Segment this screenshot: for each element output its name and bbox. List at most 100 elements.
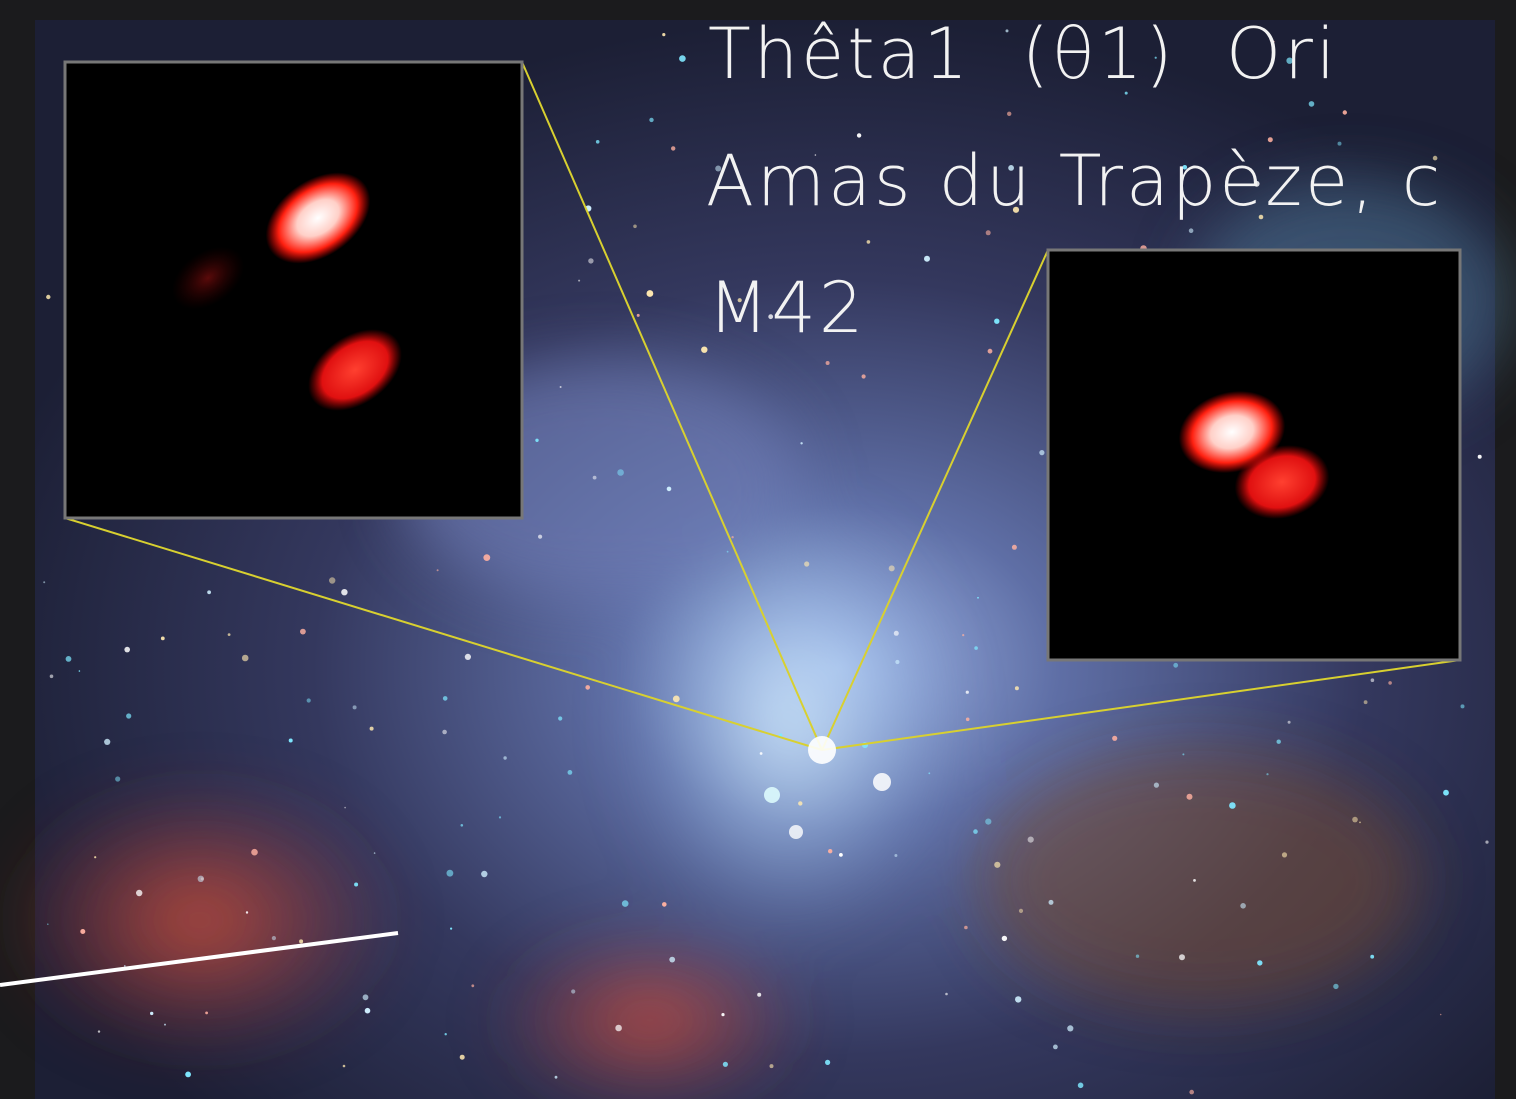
star	[43, 581, 45, 583]
star	[757, 993, 761, 997]
star	[460, 1055, 465, 1060]
star	[443, 696, 448, 701]
star	[365, 1008, 371, 1014]
star	[535, 439, 538, 442]
star	[499, 816, 501, 818]
star	[1173, 663, 1178, 668]
star	[593, 476, 597, 480]
star	[588, 258, 593, 263]
star	[205, 1012, 208, 1015]
star	[150, 1012, 153, 1015]
star	[560, 386, 562, 388]
star	[66, 656, 72, 662]
star	[207, 590, 211, 594]
star	[1015, 686, 1019, 690]
star	[637, 314, 640, 317]
star	[617, 469, 624, 476]
star	[974, 646, 978, 650]
star	[1189, 1090, 1194, 1095]
star	[164, 1024, 166, 1026]
star	[354, 883, 358, 887]
star	[633, 225, 637, 229]
star	[1277, 740, 1281, 744]
star	[1015, 996, 1021, 1002]
star	[966, 718, 970, 722]
star	[1028, 837, 1034, 843]
star	[662, 33, 665, 36]
star	[1257, 960, 1262, 965]
star	[964, 926, 968, 930]
star	[47, 923, 49, 925]
star	[272, 936, 276, 940]
star	[481, 871, 487, 877]
heading-line: Amas du Trapèze, c	[706, 140, 1443, 222]
star	[647, 290, 654, 297]
star	[731, 536, 733, 538]
star	[873, 773, 891, 791]
inset-right	[1048, 250, 1460, 660]
star	[667, 487, 672, 492]
star	[568, 770, 573, 775]
star	[1443, 790, 1449, 796]
star	[671, 146, 675, 150]
star	[1282, 852, 1287, 857]
star	[1343, 110, 1347, 114]
star	[370, 727, 374, 731]
star	[825, 1060, 830, 1065]
star	[115, 776, 120, 781]
star	[826, 361, 830, 365]
star	[764, 787, 780, 803]
star	[104, 739, 110, 745]
star	[973, 829, 978, 834]
star	[578, 280, 580, 282]
star	[894, 631, 899, 636]
star	[669, 957, 675, 963]
star	[289, 739, 293, 743]
slide: Thêta1 (θ1) Ori Amas du Trapèze, c M42	[0, 0, 1516, 1099]
star	[307, 698, 311, 702]
star	[977, 597, 979, 599]
star	[798, 801, 802, 805]
star	[341, 589, 347, 595]
star	[447, 870, 454, 877]
star	[596, 140, 600, 144]
star	[353, 705, 357, 709]
star	[1478, 455, 1482, 459]
star	[246, 911, 248, 913]
star	[839, 853, 843, 857]
star	[1461, 704, 1465, 708]
star	[679, 55, 686, 62]
star	[1187, 794, 1193, 800]
star	[1288, 721, 1291, 724]
star	[1364, 700, 1368, 704]
star	[760, 752, 763, 755]
star	[300, 629, 306, 635]
star	[1266, 773, 1268, 775]
star	[442, 730, 447, 735]
star	[1179, 954, 1185, 960]
star	[483, 554, 490, 561]
star	[1012, 545, 1017, 550]
star	[555, 1076, 558, 1079]
star	[558, 716, 562, 720]
star	[928, 772, 930, 774]
star	[789, 825, 803, 839]
star	[701, 347, 707, 353]
star	[1388, 681, 1392, 685]
star	[828, 849, 832, 853]
star	[50, 675, 54, 679]
star	[1007, 112, 1011, 116]
star	[251, 849, 258, 856]
star	[46, 295, 50, 299]
star	[1309, 101, 1315, 107]
star	[1182, 753, 1184, 755]
star	[862, 374, 866, 378]
star	[895, 660, 899, 664]
star	[721, 1013, 724, 1016]
star	[465, 654, 471, 660]
star	[299, 939, 303, 943]
star	[1440, 1014, 1442, 1016]
star	[723, 1062, 728, 1067]
star	[800, 442, 802, 444]
star	[770, 1064, 774, 1068]
